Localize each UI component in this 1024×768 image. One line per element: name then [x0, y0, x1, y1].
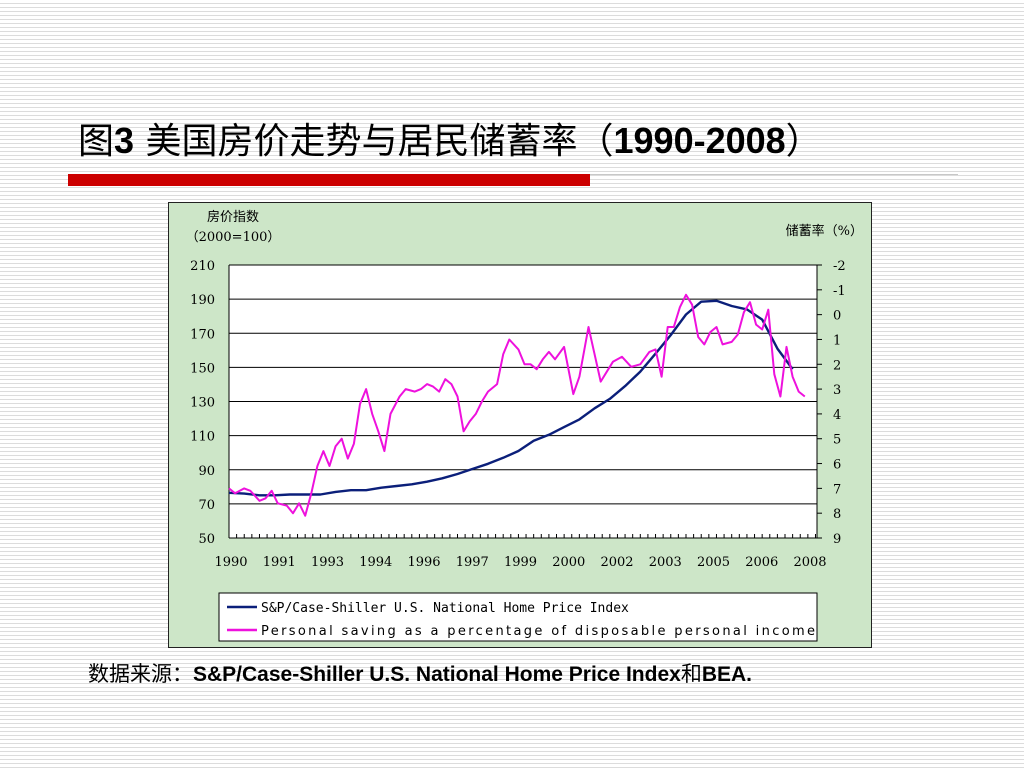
y-left-tick-label: 110: [190, 430, 215, 445]
y-right-tick-label: -1: [833, 284, 846, 299]
title-number: 3: [114, 120, 135, 161]
y-right-tick-label: -2: [833, 259, 846, 274]
chart-frame: 210 190 170 150 130 110 90 70 50 -2 -1 0 1 2 3 4 5 6 7 8 9 19…: [168, 202, 872, 648]
y-right-tick-label: 1: [833, 333, 841, 348]
x-tick-label: 2000: [552, 555, 585, 570]
y-right-tick-label: 0: [833, 309, 841, 324]
x-tick-label: 2002: [600, 555, 633, 570]
y-right-tick-label: 4: [833, 408, 841, 423]
y-left-tick-label: 210: [190, 259, 215, 274]
title-years: 1990-2008: [613, 120, 786, 161]
y-right-tick-label: 5: [833, 433, 841, 448]
series-line-2: [228, 293, 806, 517]
x-tick-label: 1990: [214, 555, 247, 570]
y-left-tick-label: 130: [190, 396, 215, 411]
x-tick-label: 1993: [311, 555, 344, 570]
x-tick-label: 2005: [697, 555, 730, 570]
title-prefix: 图: [78, 121, 115, 162]
x-tick-label: 1996: [407, 555, 440, 570]
y-right-title: 储蓄率（%）: [786, 223, 863, 239]
x-tick-label: 1994: [359, 555, 392, 570]
y-left-tick-label: 90: [198, 464, 215, 479]
y-right-tick-label: 8: [833, 507, 841, 522]
y-left-tick-label: 170: [190, 327, 215, 342]
y-left-tick-label: 70: [198, 498, 215, 513]
series-line-1: [228, 299, 794, 497]
source-index: S&P/Case-Shiller U.S. National Home Pric…: [193, 663, 681, 686]
source-prefix: 数据来源：: [88, 662, 193, 686]
y-right-tick-label: 9: [833, 532, 841, 547]
x-tick-label: 2006: [745, 555, 778, 570]
line-chart: 210 190 170 150 130 110 90 70 50 -2 -1 0 1 2 3 4 5 6 7 8 9 19…: [186, 209, 863, 642]
x-tick-label: 1991: [263, 555, 296, 570]
x-tick-label: 1997: [456, 555, 489, 570]
slide-title: 图3 美国房价走势与居民储蓄率（1990-2008）: [78, 112, 822, 164]
source-bea: BEA.: [701, 663, 753, 686]
title-text: 美国房价走势与居民储蓄率（: [134, 121, 614, 162]
y-left-tick-label: 50: [198, 532, 215, 547]
x-tick-label: 2003: [649, 555, 682, 570]
title-suffix: ）: [785, 121, 822, 162]
y-left-title-line1: 房价指数: [207, 209, 259, 225]
x-tick-label: 1999: [504, 555, 537, 570]
x-tick-label: 2008: [793, 555, 826, 570]
y-right-tick-label: 2: [833, 358, 841, 373]
source-note: 数据来源：S&P/Case-Shiller U.S. National Home…: [88, 658, 752, 688]
y-left-title-line2: （2000=100）: [186, 230, 281, 245]
legend-label-2: Personal saving as a percentage of dispo…: [261, 624, 815, 639]
legend-label-1: S&P/Case-Shiller U.S. National Home Pric…: [261, 601, 629, 616]
y-right-tick-label: 6: [833, 458, 841, 473]
source-and: 和: [680, 662, 702, 686]
y-right-tick-label: 7: [833, 482, 841, 497]
y-left-tick-label: 190: [190, 293, 215, 308]
legend-box: [218, 592, 818, 642]
title-accent-bar: [68, 174, 590, 186]
y-left-tick-label: 150: [190, 361, 215, 376]
y-right-tick-label: 3: [833, 383, 841, 398]
